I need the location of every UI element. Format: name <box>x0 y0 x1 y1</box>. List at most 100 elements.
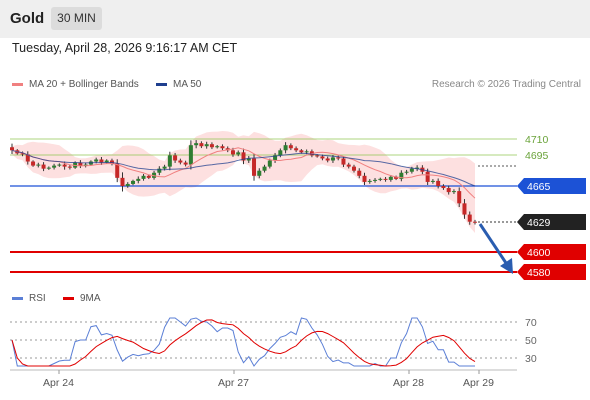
candle-body <box>446 188 451 193</box>
candle-body <box>288 145 293 149</box>
candle-body <box>188 145 193 165</box>
ma50-line <box>11 149 476 187</box>
candle-body <box>362 175 367 182</box>
candle-body <box>330 157 335 161</box>
candle-body <box>409 168 414 172</box>
candle-body <box>10 147 14 151</box>
candle-body <box>67 166 72 168</box>
candle-body <box>167 155 172 167</box>
candle-body <box>146 175 151 178</box>
candle-body <box>31 161 36 166</box>
level-s1: 4600 <box>527 247 551 259</box>
candle-body <box>394 176 399 179</box>
candle-body <box>125 183 130 186</box>
candle-body <box>57 164 62 166</box>
candle-body <box>209 144 214 148</box>
rsi-label: RSI <box>29 293 46 304</box>
candle-body <box>299 150 304 153</box>
rsi-tick-50: 50 <box>525 335 537 347</box>
candle-body <box>336 157 341 159</box>
candle-body <box>62 164 67 167</box>
candle-body <box>199 143 204 147</box>
candle-body <box>430 180 435 182</box>
x-label-apr29: Apr 29 <box>463 377 494 389</box>
candle-body <box>230 150 235 155</box>
candle-body <box>236 152 241 155</box>
level-r1: 4695 <box>525 150 549 162</box>
candle-body <box>367 180 372 182</box>
rsi-ma-swatch <box>63 297 74 300</box>
candle-body <box>415 167 420 169</box>
candle-body <box>136 178 141 181</box>
bollinger-band-area <box>12 131 475 233</box>
candle-body <box>378 178 383 180</box>
level-r2: 4710 <box>525 134 549 146</box>
level-last: 4629 <box>527 217 551 229</box>
rsi-ma-label: 9MA <box>80 293 101 304</box>
x-label-apr24: Apr 24 <box>43 377 74 389</box>
candle-body <box>46 167 51 169</box>
x-label-apr27: Apr 27 <box>218 377 249 389</box>
candle-body <box>341 158 346 165</box>
candle-body <box>36 164 41 166</box>
candle-body <box>399 172 404 179</box>
candle-body <box>99 159 104 163</box>
candle-body <box>267 160 272 167</box>
rsi-tick-70: 70 <box>525 317 537 329</box>
candle-body <box>320 156 325 159</box>
forecast-arrow <box>478 223 513 274</box>
candle-body <box>357 170 362 176</box>
legend-ma50: MA 50 <box>156 79 201 90</box>
candle-body <box>41 164 46 169</box>
candle-body <box>162 166 167 169</box>
x-axis-ticks <box>58 370 480 374</box>
rsi-swatch <box>12 297 23 300</box>
candle-body <box>462 203 467 215</box>
candle-body <box>104 160 109 163</box>
header-bar: Gold 30 MIN <box>0 0 590 38</box>
candle-body <box>178 160 183 163</box>
legend-ma20: MA 20 + Bollinger Bands <box>12 79 139 90</box>
candle-body <box>325 158 330 161</box>
candle-body <box>346 164 351 167</box>
ma50-swatch <box>156 83 167 86</box>
asset-name[interactable]: Gold <box>10 10 45 27</box>
candle-body <box>183 162 188 165</box>
candle-body <box>351 166 356 171</box>
price-grid <box>10 138 517 156</box>
legend-rsi: RSI <box>12 293 46 304</box>
candle-body <box>467 214 472 222</box>
candle-body <box>373 179 378 181</box>
candle-body <box>451 191 456 193</box>
ma20-label: MA 20 + Bollinger Bands <box>29 79 139 90</box>
rsi-line <box>11 317 475 367</box>
candle-body <box>252 158 257 176</box>
candle-body <box>425 171 430 182</box>
candle-body <box>241 152 246 161</box>
support-tag-2: 4580 <box>517 264 586 280</box>
timestamp: Tuesday, April 28, 2026 9:16:17 AM CET <box>12 41 238 55</box>
candle-body <box>283 145 288 151</box>
candle-body <box>388 176 393 180</box>
pivot-tag: 4665 <box>517 178 586 194</box>
candle-body <box>173 155 178 161</box>
legend-rsi-ma: 9MA <box>63 293 101 304</box>
x-label-apr28: Apr 28 <box>393 377 424 389</box>
rsi-tick-30: 30 <box>525 353 537 365</box>
level-pivot: 4665 <box>527 181 551 193</box>
candle-body <box>294 148 299 151</box>
candle-body <box>436 180 441 186</box>
candle-body <box>304 151 309 153</box>
candle-body <box>94 159 99 162</box>
candle-body <box>404 171 409 173</box>
credit-text: Research © 2026 Trading Central <box>431 79 581 90</box>
candle-body <box>457 191 462 204</box>
last-price-tag: 4629 <box>517 214 586 230</box>
candle-body <box>225 148 230 151</box>
ma20-line <box>11 147 476 199</box>
candle-body <box>157 168 162 173</box>
candle-body <box>115 163 120 178</box>
ma50-label: MA 50 <box>173 79 202 90</box>
timeframe-button[interactable]: 30 MIN <box>51 7 102 30</box>
